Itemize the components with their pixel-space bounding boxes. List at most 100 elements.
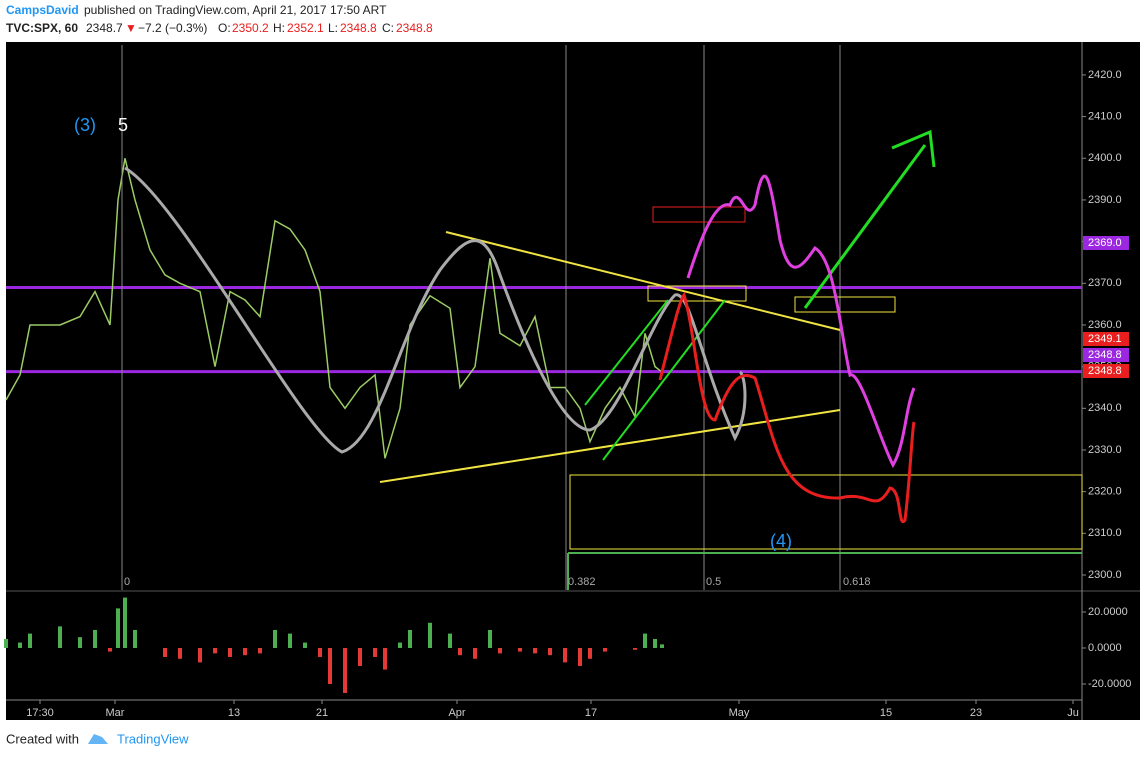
y-tick-label: -20.0000 — [1088, 678, 1131, 690]
price-tag-label: 2369.0 — [1088, 237, 1122, 249]
fib-label: 0.618 — [843, 576, 871, 588]
oscillator-bar — [653, 638, 657, 648]
price-tag — [1083, 348, 1129, 362]
price-tag-label: 2348.8 — [1088, 365, 1122, 377]
oscillator-bar — [18, 642, 22, 648]
y-tick-label: 2320.0 — [1088, 486, 1122, 498]
oscillator-bar — [488, 629, 492, 648]
oscillator-bar — [318, 647, 322, 657]
change: −7.2 (−0.3%) — [138, 21, 207, 35]
oscillator-bar — [328, 647, 332, 684]
oscillator-bar — [408, 629, 412, 648]
oscillator-bar — [273, 629, 277, 648]
oscillator-bar — [243, 647, 247, 656]
oscillator-bar — [533, 647, 537, 654]
oscillator-bar — [473, 647, 477, 659]
x-tick-label: 13 — [228, 707, 240, 719]
oscillator-bar — [343, 647, 347, 693]
y-tick-label: 2400.0 — [1088, 152, 1122, 164]
price-tag — [1083, 332, 1129, 346]
oscillator-bar — [603, 647, 607, 652]
y-tick-label: 20.0000 — [1088, 606, 1128, 618]
author[interactable]: CampsDavid — [6, 3, 79, 17]
oscillator-bar — [428, 622, 432, 648]
price-tag-label: 2349.1 — [1088, 333, 1122, 345]
x-tick-label: Apr — [448, 707, 465, 719]
oscillator-bar — [373, 647, 377, 657]
price-tag — [1083, 236, 1129, 250]
close: 2348.8 — [396, 21, 433, 35]
oscillator-bar — [133, 629, 137, 648]
published: published on TradingView.com, April 21, … — [84, 3, 387, 17]
close-label: C: — [382, 21, 394, 35]
y-tick-label: 2420.0 — [1088, 69, 1122, 81]
oscillator-bar — [93, 629, 97, 648]
x-tick-label: 23 — [970, 707, 982, 719]
price-tag — [1083, 364, 1129, 378]
high: 2352.1 — [287, 21, 324, 35]
oscillator-bar — [4, 638, 8, 648]
oscillator-bar — [163, 647, 167, 657]
oscillator-bar — [498, 647, 502, 654]
fib-label: 0 — [124, 576, 130, 588]
oscillator-bar — [228, 647, 232, 657]
wave-label: (4) — [770, 531, 792, 551]
change-arrow: ▼ — [125, 21, 137, 35]
x-tick-label: Mar — [106, 707, 125, 719]
x-tick-label: 15 — [880, 707, 892, 719]
high-label: H: — [273, 21, 285, 35]
oscillator-bar — [213, 647, 217, 654]
x-tick-label: May — [729, 707, 750, 719]
y-tick-label: 2340.0 — [1088, 402, 1122, 414]
oscillator-bar — [123, 597, 127, 648]
x-tick-label: 17 — [585, 707, 597, 719]
wave-label: 5 — [118, 115, 128, 135]
oscillator-bar — [58, 626, 62, 648]
oscillator-bar — [578, 647, 582, 666]
oscillator-bar — [288, 633, 292, 648]
logo — [88, 734, 108, 744]
footer-brand[interactable]: TradingView — [117, 731, 189, 746]
oscillator-bar — [383, 647, 387, 670]
oscillator-bar — [398, 642, 402, 648]
open-label: O: — [218, 21, 231, 35]
y-tick-label: 2370.0 — [1088, 277, 1122, 289]
low: 2348.8 — [340, 21, 377, 35]
oscillator-bar — [660, 644, 664, 648]
oscillator-bar — [643, 633, 647, 648]
y-tick-label: 2410.0 — [1088, 111, 1122, 123]
oscillator-bar — [588, 647, 592, 659]
oscillator-bar — [358, 647, 362, 666]
oscillator-bar — [563, 647, 567, 663]
oscillator-bar — [78, 637, 82, 648]
drawings — [121, 45, 1083, 590]
wave-label: (3) — [74, 115, 96, 135]
oscillator-bar — [448, 633, 452, 648]
chart-background — [6, 42, 1140, 720]
x-tick-label: 17:30 — [26, 707, 54, 719]
footer-text: Created with — [6, 731, 79, 746]
oscillator-bar — [258, 647, 262, 654]
y-tick-label: 2300.0 — [1088, 569, 1122, 581]
oscillator-bar — [198, 647, 202, 663]
price-tag-label: 2348.8 — [1088, 349, 1122, 361]
last-price: 2348.7 — [86, 21, 123, 35]
oscillator-bar — [108, 647, 112, 652]
fib-label: 0.5 — [706, 576, 721, 588]
x-tick-label: Ju — [1067, 707, 1079, 719]
low-label: L: — [328, 21, 338, 35]
y-tick-label: 2310.0 — [1088, 527, 1122, 539]
oscillator-bar — [548, 647, 552, 656]
symbol: TVC:SPX, 60 — [6, 21, 78, 35]
y-tick-label: 2390.0 — [1088, 194, 1122, 206]
oscillator-bar — [116, 608, 120, 648]
oscillator-bar — [518, 647, 522, 652]
price-line — [5, 158, 663, 459]
y-tick-label: 0.0000 — [1088, 642, 1122, 654]
fib-label: 0.382 — [568, 576, 596, 588]
oscillator-bar — [633, 647, 637, 650]
x-tick-label: 21 — [316, 707, 328, 719]
oscillator-bar — [303, 642, 307, 648]
open: 2350.2 — [232, 21, 269, 35]
